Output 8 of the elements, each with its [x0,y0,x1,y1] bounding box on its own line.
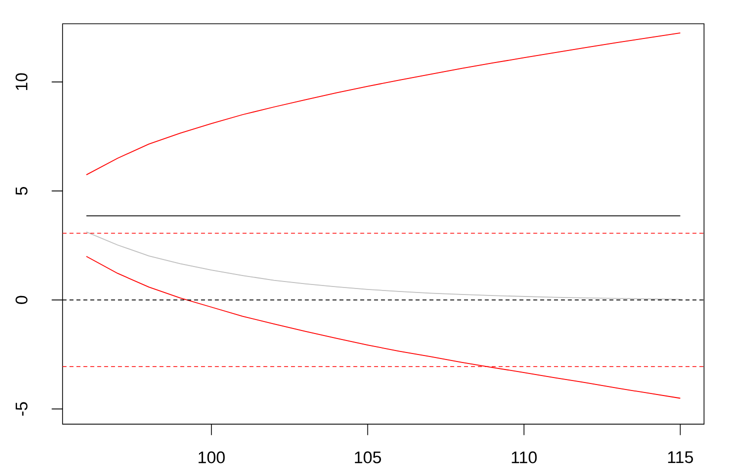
x-tick-label: 105 [354,452,381,464]
x-tick-label: 100 [198,452,225,464]
y-tick-label: -5 [16,402,28,416]
x-tick-label: 110 [512,452,537,464]
y-tick-label: 10 [16,73,28,90]
x-tick-label: 115 [668,452,693,464]
y-tick-label: 0 [16,296,28,304]
y-tick-label: 5 [16,187,28,196]
